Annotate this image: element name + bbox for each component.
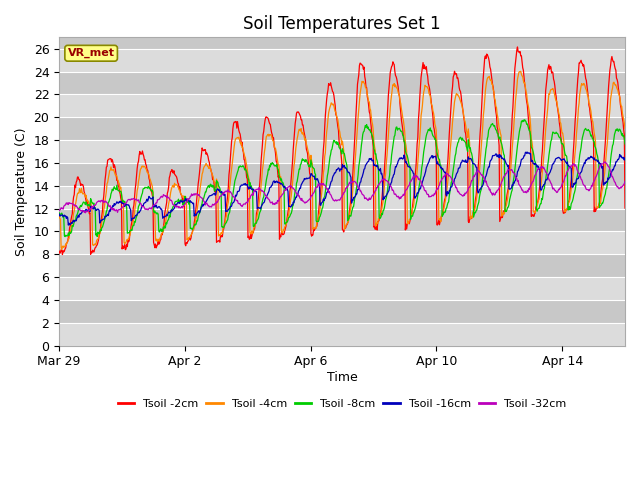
Tsoil -4cm: [58, 247, 66, 252]
Tsoil -8cm: [521, 117, 529, 122]
Tsoil -32cm: [376, 180, 384, 185]
Tsoil -32cm: [513, 176, 521, 181]
Tsoil -16cm: [65, 222, 72, 228]
Text: VR_met: VR_met: [68, 48, 115, 59]
Tsoil -8cm: [621, 141, 629, 147]
Tsoil -32cm: [81, 210, 89, 216]
Tsoil -2cm: [189, 227, 196, 232]
Bar: [59, 72, 625, 95]
Bar: [59, 140, 625, 163]
Line: Tsoil -16cm: Tsoil -16cm: [59, 152, 625, 225]
Bar: [59, 254, 625, 277]
Bar: [59, 49, 625, 72]
Bar: [59, 26, 625, 49]
Legend: Tsoil -2cm, Tsoil -4cm, Tsoil -8cm, Tsoil -16cm, Tsoil -32cm: Tsoil -2cm, Tsoil -4cm, Tsoil -8cm, Tsoi…: [113, 395, 571, 413]
Bar: [59, 323, 625, 346]
Tsoil -16cm: [376, 166, 384, 171]
Tsoil -2cm: [376, 212, 384, 218]
Tsoil -16cm: [189, 201, 196, 207]
Tsoil -2cm: [76, 180, 84, 185]
Line: Tsoil -8cm: Tsoil -8cm: [59, 120, 625, 237]
Bar: [59, 186, 625, 209]
Line: Tsoil -4cm: Tsoil -4cm: [59, 72, 625, 250]
Tsoil -4cm: [376, 211, 384, 216]
Tsoil -2cm: [514, 44, 522, 50]
Tsoil -4cm: [621, 126, 629, 132]
Tsoil -32cm: [55, 207, 63, 213]
Tsoil -32cm: [621, 179, 629, 184]
X-axis label: Time: Time: [326, 371, 358, 384]
Tsoil -2cm: [262, 114, 269, 120]
Tsoil -2cm: [59, 252, 67, 257]
Tsoil -2cm: [621, 205, 629, 211]
Tsoil -8cm: [292, 188, 300, 194]
Bar: [59, 277, 625, 300]
Line: Tsoil -2cm: Tsoil -2cm: [59, 47, 625, 254]
Tsoil -4cm: [262, 138, 269, 144]
Tsoil -8cm: [513, 150, 521, 156]
Tsoil -4cm: [76, 189, 84, 195]
Tsoil -8cm: [189, 226, 196, 231]
Tsoil -8cm: [262, 181, 269, 187]
Tsoil -16cm: [513, 173, 521, 179]
Bar: [59, 231, 625, 254]
Line: Tsoil -32cm: Tsoil -32cm: [59, 162, 625, 213]
Tsoil -8cm: [55, 210, 63, 216]
Tsoil -2cm: [513, 48, 521, 53]
Tsoil -4cm: [55, 213, 63, 218]
Tsoil -2cm: [55, 248, 63, 254]
Tsoil -4cm: [292, 145, 300, 151]
Tsoil -8cm: [376, 215, 384, 221]
Tsoil -32cm: [601, 159, 609, 165]
Tsoil -4cm: [189, 228, 196, 234]
Tsoil -16cm: [76, 211, 84, 216]
Bar: [59, 300, 625, 323]
Tsoil -32cm: [292, 189, 300, 195]
Tsoil -16cm: [524, 149, 531, 155]
Y-axis label: Soil Temperature (C): Soil Temperature (C): [15, 127, 28, 256]
Tsoil -8cm: [76, 203, 84, 209]
Tsoil -16cm: [621, 155, 629, 160]
Tsoil -4cm: [517, 69, 525, 74]
Bar: [59, 95, 625, 117]
Tsoil -2cm: [292, 116, 300, 122]
Tsoil -32cm: [189, 192, 196, 198]
Tsoil -16cm: [262, 195, 269, 201]
Tsoil -32cm: [76, 206, 83, 212]
Tsoil -16cm: [292, 194, 300, 200]
Tsoil -32cm: [262, 193, 269, 199]
Tsoil -16cm: [55, 211, 63, 217]
Tsoil -8cm: [61, 234, 69, 240]
Bar: [59, 117, 625, 140]
Tsoil -4cm: [513, 85, 521, 91]
Bar: [59, 163, 625, 186]
Title: Soil Temperatures Set 1: Soil Temperatures Set 1: [243, 15, 441, 33]
Bar: [59, 209, 625, 231]
